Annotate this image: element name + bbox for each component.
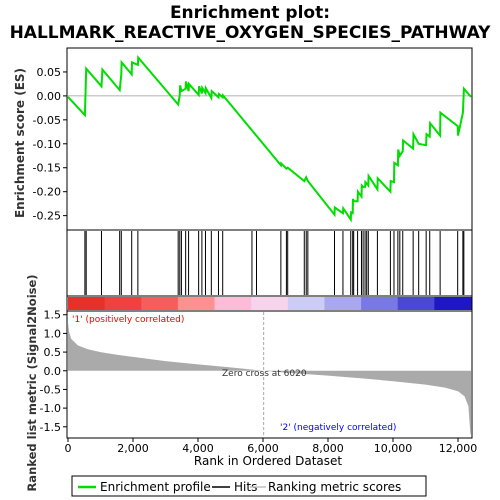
x-tick-label: 0 [65, 442, 72, 455]
colorbar-segment [324, 297, 362, 310]
zero-cross-label: Zero cross at 6020 [222, 369, 307, 379]
legend-es-label: Enrichment profile [100, 480, 211, 494]
es-tick-label: -0.05 [33, 114, 61, 127]
positive-label: '1' (positively correlated) [72, 315, 184, 325]
x-tick-label: 2,000 [117, 442, 149, 455]
rank-colorbar [68, 297, 472, 310]
colorbar-segment [361, 297, 399, 310]
enrichment-profile [67, 55, 472, 223]
metric-tick-label: -1.0 [40, 402, 61, 415]
es-tick-label: 0.00 [37, 90, 62, 103]
legend-metric-label: Ranking metric scores [268, 480, 401, 494]
metric-tick-label: -0.5 [40, 383, 61, 396]
metric-tick-label: 0.5 [44, 346, 62, 359]
colorbar-segment [434, 297, 472, 310]
axes: 0.050.00-0.05-0.10-0.15-0.20-0.251.51.00… [33, 66, 478, 455]
colorbar-segment [141, 297, 179, 310]
colorbar-segment [287, 297, 325, 310]
es-tick-label: 0.05 [37, 66, 62, 79]
chart-title-line2: HALLMARK_REACTIVE_OXYGEN_SPECIES_PATHWAY [10, 23, 492, 43]
x-tick-label: 4,000 [182, 442, 214, 455]
es-tick-label: -0.20 [33, 186, 61, 199]
metric-tick-label: 0.0 [44, 365, 62, 378]
colorbar-segment [397, 297, 435, 310]
x-axis-label: Rank in Ordered Dataset [194, 454, 342, 468]
legend-hits-label: Hits [234, 480, 257, 494]
x-tick-label: 12,000 [439, 442, 478, 455]
x-tick-label: 8,000 [312, 442, 344, 455]
es-tick-label: -0.10 [33, 138, 61, 151]
colorbar-segment [177, 297, 216, 310]
colorbar-segment [104, 297, 142, 310]
es-axis-label: Enrichment score (ES) [13, 68, 27, 218]
chart-title-line1: Enrichment plot: [170, 3, 330, 23]
colorbar-segment [68, 297, 106, 310]
hit-markers [84, 231, 465, 295]
negative-label: '2' (negatively correlated) [280, 423, 396, 433]
es-tick-label: -0.25 [33, 210, 61, 223]
x-tick-label: 6,000 [247, 442, 279, 455]
metric-tick-label: 1.0 [44, 327, 62, 340]
x-tick-label: 10,000 [374, 442, 413, 455]
es-panel [66, 47, 473, 231]
metric-area [68, 322, 471, 435]
es-tick-label: -0.15 [33, 162, 61, 175]
es-profile-line [67, 55, 472, 223]
metric-tick-label: -1.5 [40, 421, 61, 434]
colorbar-segment [214, 297, 252, 310]
legend-box [71, 475, 427, 497]
ranking-metric-area [68, 312, 471, 437]
metric-axis-label: Ranked list metric (Signal2Noise) [25, 274, 39, 491]
metric-tick-label: 1.5 [44, 309, 62, 322]
hits-panel [66, 229, 473, 297]
colorbar-segment [251, 297, 289, 310]
